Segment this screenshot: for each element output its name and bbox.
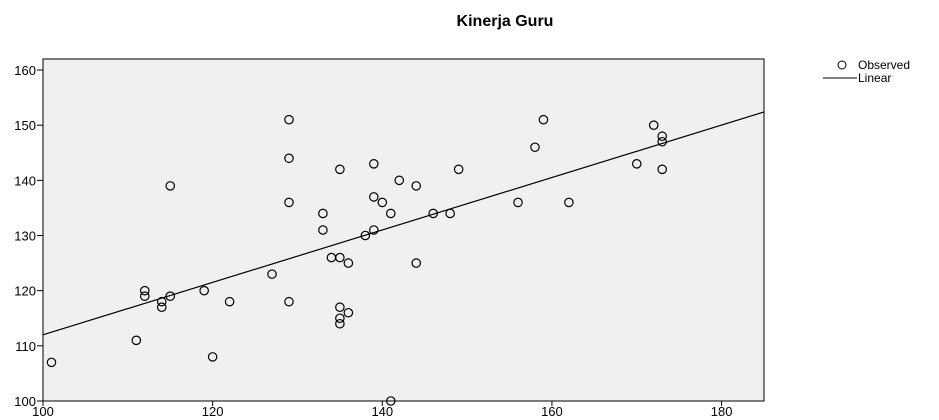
x-tick-label: 100 [32,404,54,419]
legend-observed-label: Observed [858,58,910,72]
data-point [318,225,328,235]
y-tick-label: 160 [14,63,36,78]
data-point [335,164,345,175]
data-point [631,159,642,169]
data-point [343,307,354,318]
y-axis: 100 110 120 130 140 150 160 [14,63,43,409]
y-tick-label: 140 [14,173,36,188]
data-point [657,164,668,175]
data-point [284,153,294,164]
x-tick-label: 160 [541,404,563,419]
data-point [139,291,150,301]
data-point [284,114,294,125]
data-point [648,120,659,130]
data-point [284,197,294,208]
x-tick-label: 140 [371,404,393,419]
data-point [411,258,422,268]
data-point [385,396,396,406]
x-tick-label: 120 [202,404,224,419]
x-tick-label: 180 [711,404,733,419]
legend-observed-marker [837,60,847,70]
data-point [131,335,142,346]
chart-title: Kinerja Guru [457,13,554,30]
data-point [318,208,328,219]
data-point [385,208,396,219]
data-point [224,296,235,307]
data-point [207,352,218,362]
y-tick-label: 100 [14,394,36,409]
data-point [369,192,379,202]
data-point [335,302,345,313]
data-point [453,164,464,175]
legend: Observed Linear [823,58,910,85]
y-tick-label: 110 [15,339,36,354]
data-point [369,225,379,235]
y-tick-label: 130 [14,229,36,244]
data-point [199,285,209,296]
data-point [513,197,523,208]
data-point [657,131,668,142]
linear-fit-line [42,111,765,336]
data-point [377,197,388,208]
observed-points [46,114,668,406]
data-point [394,175,405,186]
x-axis: 100 120 140 160 180 [32,401,732,419]
data-point [139,285,150,296]
plot-area [42,58,765,402]
data-point [267,269,277,279]
y-tick-label: 150 [14,118,36,133]
data-point [165,181,176,191]
data-point [360,230,371,241]
linear-fit [42,111,765,336]
data-point [335,313,345,324]
data-point [343,258,354,268]
data-point [284,296,294,307]
legend-linear-label: Linear [858,71,891,85]
y-tick-label: 120 [14,284,36,299]
data-point [369,159,379,169]
data-point [156,302,167,313]
data-point [564,197,574,208]
data-point [46,357,57,368]
data-point [335,318,345,329]
data-point [538,114,549,125]
data-point [530,142,540,153]
data-point [411,181,422,191]
data-point [335,252,345,263]
